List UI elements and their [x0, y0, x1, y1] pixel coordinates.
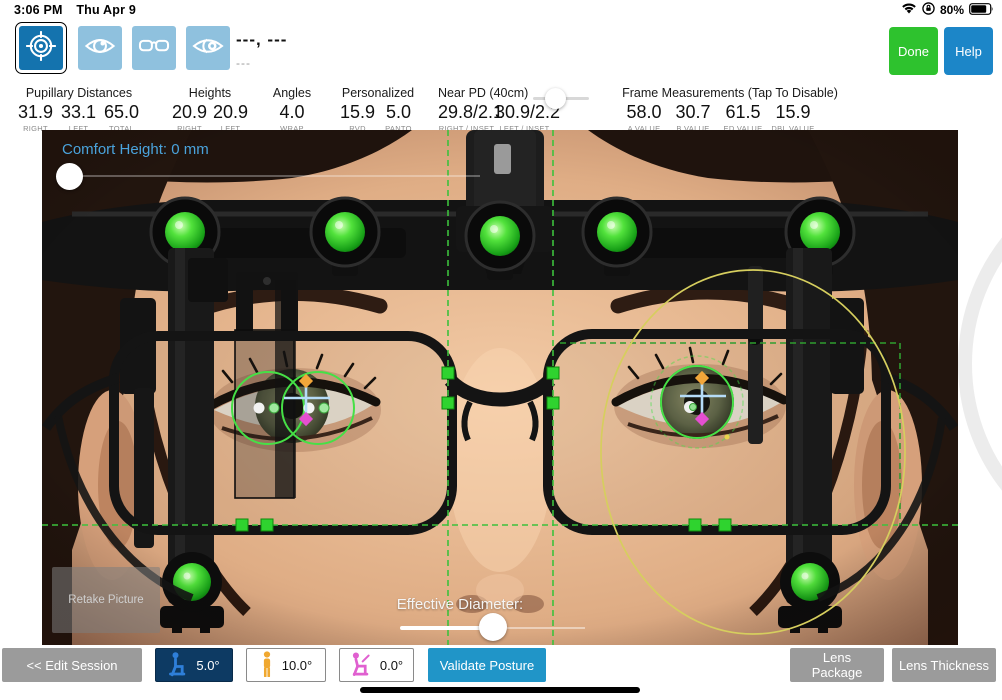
status-date: Thu Apr 9 [76, 3, 137, 17]
comfort-height-label: Comfort Height: 0 mm [62, 141, 209, 158]
heights-title: Heights [188, 86, 232, 100]
retake-picture-button[interactable]: Retake Picture [52, 567, 160, 633]
comfort-height-slider-thumb[interactable] [56, 163, 83, 190]
target-icon [24, 29, 58, 68]
angle-measurements[interactable]: Angles 4.0 WRAP [268, 86, 316, 133]
frame-measurements[interactable]: Frame Measurements (Tap To Disable) 58.0… [620, 86, 840, 133]
personalized-measurements[interactable]: Personalized 15.9 RVD 5.0 PANTO [337, 86, 419, 133]
patient-detail: --- [236, 56, 251, 70]
tab-measurement-targets[interactable] [15, 22, 67, 74]
posture-standing-button[interactable]: 10.0° [246, 648, 326, 682]
tab-frame-view[interactable] [132, 26, 176, 70]
reading-posture-icon [350, 651, 372, 680]
pd-left-value: 33.1 [60, 102, 97, 122]
validate-posture-button[interactable]: Validate Posture [428, 648, 546, 682]
posture-reading-button[interactable]: 0.0° [339, 648, 414, 682]
pd-title: Pupillary Distances [25, 86, 133, 100]
alignment-guides[interactable] [42, 130, 958, 645]
effective-diameter-slider-track-right[interactable] [493, 627, 585, 629]
effective-diameter-label: Effective Diameter: [396, 596, 524, 613]
frame-handles[interactable] [235, 366, 732, 532]
tab-lens-view[interactable] [186, 26, 230, 70]
comfort-height-slider-track[interactable] [60, 175, 480, 177]
session-photo-scene [42, 130, 958, 645]
angles-title: Angles [272, 86, 312, 100]
done-button[interactable]: Done [889, 27, 938, 75]
eye-lens-icon [191, 29, 225, 68]
orientation-lock-icon [922, 2, 935, 18]
near-pd-slider[interactable] [533, 88, 589, 109]
standing-posture-icon [260, 650, 274, 680]
personalized-title: Personalized [341, 86, 415, 100]
frame-title: Frame Measurements (Tap To Disable) [622, 86, 838, 100]
eye-icon [83, 29, 117, 68]
near-pd-measurements[interactable]: Near PD (40cm) 29.8/2.1 RIGHT / INSET 30.… [438, 86, 561, 133]
posture-standing-value: 10.0° [281, 657, 313, 673]
help-button[interactable]: Help [944, 27, 993, 75]
posture-seated-button[interactable]: 5.0° [155, 648, 233, 682]
pupil-trackers[interactable] [231, 355, 744, 449]
patient-name: ---, --- [236, 30, 288, 49]
posture-seated-value: 5.0° [196, 657, 220, 673]
edit-session-button[interactable]: << Edit Session [2, 648, 142, 682]
height-measurements[interactable]: Heights 20.9 RIGHT 20.9 LEFT [169, 86, 251, 133]
lens-thickness-button[interactable]: Lens Thickness [892, 648, 996, 682]
near-pd-slider-thumb[interactable] [545, 88, 566, 109]
tab-eye-view[interactable] [78, 26, 122, 70]
battery-icon [969, 2, 994, 18]
pd-right-value: 31.9 [17, 102, 54, 122]
watermark-ring-outer [958, 160, 1002, 568]
status-time-date: 3:06 PM Thu Apr 9 [14, 3, 136, 17]
effective-diameter-slider-track[interactable] [400, 626, 493, 630]
glasses-icon [137, 29, 171, 68]
seated-posture-icon [168, 651, 188, 680]
wifi-icon [901, 3, 917, 18]
home-indicator[interactable] [360, 687, 640, 693]
patient-info[interactable]: ---, --- --- [236, 30, 287, 70]
effective-diameter-circle [600, 269, 906, 635]
lens-package-button[interactable]: Lens Package [790, 648, 884, 682]
posture-reading-value: 0.0° [379, 657, 404, 673]
session-photo-viewport[interactable]: Comfort Height: 0 mm Retake Picture Effe… [42, 130, 958, 645]
effective-diameter-slider-thumb[interactable] [479, 613, 507, 641]
battery-percent: 80% [939, 3, 964, 17]
status-bar: 3:06 PM Thu Apr 9 80% [0, 0, 1002, 22]
pd-measurements[interactable]: Pupillary Distances 31.9 RIGHT 33.1 LEFT 6… [14, 86, 144, 133]
photo-vignette [42, 130, 958, 645]
status-time: 3:06 PM [14, 3, 63, 17]
pd-total-value: 65.0 [103, 102, 140, 122]
near-pd-title: Near PD (40cm) [438, 86, 529, 100]
